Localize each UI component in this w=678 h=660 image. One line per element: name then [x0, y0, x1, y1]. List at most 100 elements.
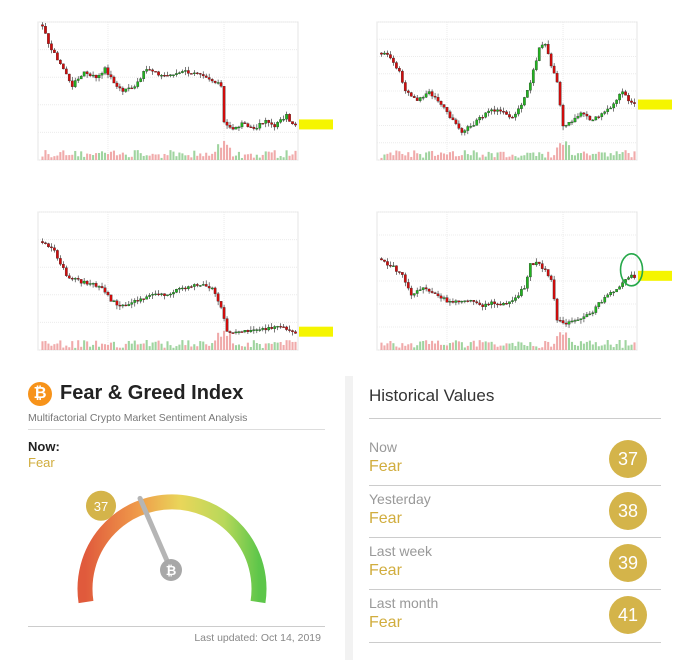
gauge-hub	[160, 559, 182, 581]
volume-bar	[172, 151, 175, 160]
candle	[136, 81, 140, 87]
volume-bar	[585, 341, 588, 350]
candle	[412, 96, 416, 98]
candle	[67, 275, 71, 279]
candle	[380, 52, 383, 55]
volume-bar	[547, 151, 550, 160]
candle	[103, 287, 107, 293]
volume-bar	[434, 155, 437, 160]
candle	[67, 73, 71, 82]
candle	[442, 297, 446, 299]
candle	[219, 82, 223, 87]
volume-bar	[205, 152, 208, 160]
candle	[603, 111, 607, 114]
candle	[520, 288, 523, 296]
candle	[451, 301, 455, 303]
candle	[430, 91, 434, 97]
candle	[424, 287, 428, 290]
candle	[169, 74, 172, 77]
candle	[534, 60, 538, 70]
candle	[523, 288, 526, 290]
volume-bar	[621, 152, 624, 160]
candle	[222, 86, 226, 123]
candle	[222, 307, 226, 319]
volume-bar	[570, 341, 574, 350]
volume-bar	[451, 151, 454, 160]
history-classification: Fear	[369, 562, 402, 579]
history-row-now: Now Fear 37	[360, 435, 670, 487]
fear-greed-panel: ₿ Fear & Greed Index Multifactorial Cryp…	[18, 374, 331, 660]
candle	[64, 68, 68, 75]
candle	[439, 295, 443, 299]
volume-bar	[252, 340, 255, 350]
volume-bar	[627, 153, 630, 160]
candle	[406, 90, 410, 93]
candle	[142, 298, 146, 300]
volume-bar	[457, 341, 460, 350]
volume-bar	[466, 345, 469, 350]
candle	[294, 331, 297, 334]
volume-bar	[508, 343, 511, 350]
volume-bar	[401, 153, 404, 160]
volume-bar	[74, 347, 77, 350]
volume-bar	[490, 341, 493, 350]
candle	[499, 303, 502, 306]
gauge-value-badge	[85, 490, 116, 521]
volume-bar	[193, 344, 196, 350]
volume-bar	[460, 155, 463, 160]
candle	[424, 93, 428, 98]
volume-bar	[481, 154, 484, 160]
candle	[210, 79, 214, 82]
volume-bar	[211, 343, 214, 350]
volume-bar	[220, 147, 223, 160]
volume-bar	[121, 347, 124, 350]
candle	[100, 73, 104, 76]
volume-bar	[148, 346, 151, 350]
candle	[172, 292, 175, 295]
candle	[127, 87, 131, 90]
volume-bar	[130, 156, 133, 160]
volume-bar	[83, 156, 86, 160]
volume-bar	[160, 343, 163, 350]
volume-bar	[231, 343, 235, 350]
volume-bar	[288, 155, 291, 160]
candle	[537, 261, 541, 264]
volume-bar	[448, 152, 451, 160]
volume-bar	[493, 344, 496, 350]
candle	[454, 119, 458, 124]
volume-bar	[124, 343, 127, 350]
history-classification: Fear	[369, 458, 402, 475]
candle	[585, 113, 589, 117]
candle	[151, 69, 154, 72]
volume-bar	[520, 342, 523, 350]
volume-bar	[505, 157, 508, 160]
volume-bar	[553, 155, 556, 160]
volume-bar	[181, 153, 184, 160]
history-label: Last month	[369, 595, 439, 611]
volume-bar	[553, 343, 556, 350]
candle	[234, 127, 238, 130]
volume-bar	[556, 147, 559, 160]
candle	[288, 329, 291, 331]
volume-bar	[258, 157, 261, 160]
volume-bar	[383, 345, 386, 350]
volume-bar	[100, 343, 104, 350]
candle	[398, 271, 401, 273]
candle	[41, 241, 44, 243]
volume-bar	[62, 347, 65, 350]
candle	[285, 114, 288, 120]
candle	[91, 283, 95, 285]
candle	[282, 326, 285, 328]
candle	[187, 70, 190, 74]
candle	[267, 120, 271, 123]
candle	[115, 300, 119, 306]
volume-bar	[457, 156, 460, 160]
volume-bar	[633, 151, 636, 160]
volume-bar	[106, 344, 110, 350]
candle	[457, 123, 461, 129]
volume-bar	[112, 150, 115, 160]
candle	[285, 326, 288, 330]
candle	[228, 331, 232, 333]
history-row-last-month: Last month Fear 41	[360, 591, 670, 643]
candle	[61, 264, 65, 268]
